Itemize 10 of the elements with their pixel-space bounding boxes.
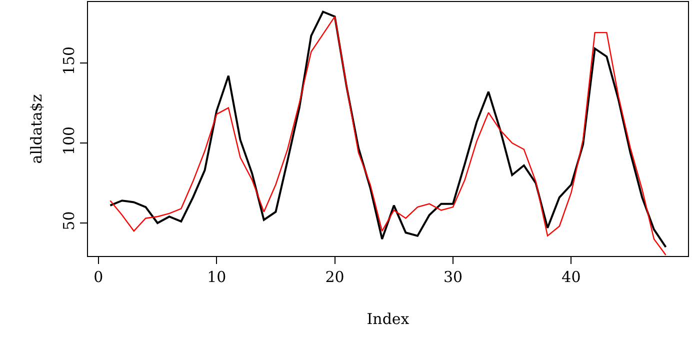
- x-tick-label: 20: [325, 268, 344, 286]
- y-tick-label: 50: [60, 211, 78, 230]
- x-tick-label: 30: [443, 268, 463, 286]
- x-tick-label: 0: [94, 268, 104, 286]
- y-axis-title: alldata$z: [27, 94, 46, 164]
- y-tick-label: 150: [60, 46, 78, 76]
- y-tick-label: 100: [60, 126, 78, 156]
- x-tick-label: 40: [562, 268, 581, 286]
- x-axis-title: Index: [366, 310, 410, 328]
- x-tick-label: 10: [207, 268, 226, 286]
